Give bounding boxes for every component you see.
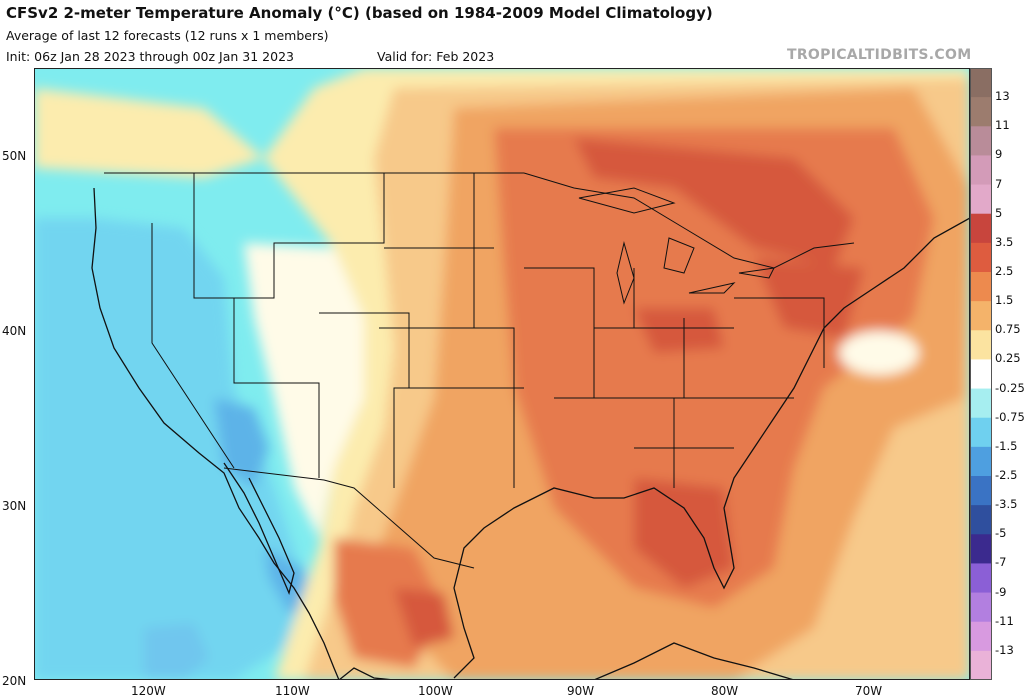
- map-title: CFSv2 2-meter Temperature Anomaly (°C) (…: [6, 4, 713, 22]
- lon-label-120w: 120W: [131, 684, 166, 698]
- colorbar-label: -3.5: [995, 497, 1018, 512]
- colorbar-cell: [970, 213, 992, 244]
- colorbar-cells: [970, 68, 992, 680]
- border-us-canada-east: [523, 172, 855, 269]
- lake-huron: [663, 237, 695, 274]
- colorbar-cell: [970, 126, 992, 156]
- init-text: Init: 06z Jan 28 2023 through 00z Jan 31…: [6, 49, 294, 64]
- colorbar-label: -1.5: [995, 438, 1018, 453]
- colorbar-label: 5: [995, 205, 1003, 220]
- colorbar-cell: [970, 272, 992, 302]
- anomaly-fields: [34, 68, 970, 680]
- colorbar-label: 11: [995, 118, 1010, 133]
- political-borders: [104, 172, 855, 569]
- colorbar-label: 3.5: [995, 234, 1014, 249]
- colorbar-cell: [970, 68, 992, 98]
- brand-watermark: TROPICALTIDBITS.COM: [787, 47, 972, 63]
- colorbar-label: 0.75: [995, 322, 1021, 337]
- border-plains-horizontal: [379, 247, 524, 389]
- neutral-band: [244, 243, 364, 538]
- map-frame: [34, 68, 970, 680]
- colorbar-label: 1.5: [995, 293, 1014, 308]
- colorbar-label: -5: [995, 526, 1007, 541]
- border-california-nevada: [151, 223, 235, 469]
- border-eastern-states: [634, 297, 825, 449]
- colorbar-label: -7: [995, 555, 1007, 570]
- border-us-mexico: [223, 467, 475, 569]
- colorbar-cell: [970, 505, 992, 535]
- coastline-gulf-of-california: [223, 462, 295, 596]
- coastline-caribbean: [593, 642, 795, 680]
- coastline-pacific: [91, 187, 340, 680]
- deep-warm-core-mexico: [394, 588, 454, 648]
- anomaly-map-svg: [34, 68, 970, 680]
- colorbar-cell: [970, 388, 992, 419]
- colorbar-cell: [970, 446, 992, 477]
- lake-erie: [688, 282, 736, 294]
- colorbar-cell: [970, 330, 992, 360]
- lat-label-20n: 20N: [2, 674, 27, 688]
- lake-superior: [578, 187, 676, 214]
- colorbar-label: 7: [995, 176, 1003, 191]
- border-utah-arizona: [233, 298, 320, 478]
- deep-warm-core-ohio: [634, 308, 724, 353]
- valid-text: Valid for: Feb 2023: [377, 49, 495, 64]
- pale-warm-northwest: [34, 88, 264, 178]
- colorbar-label: -0.25: [995, 380, 1024, 395]
- colorbar-cell: [970, 476, 992, 506]
- colorbar-cell: [970, 650, 992, 680]
- border-northwest-states: [193, 173, 385, 299]
- neutral-spot-atlantic: [839, 331, 919, 375]
- colorbar: [970, 68, 992, 680]
- colorbar-cell: [970, 97, 992, 127]
- lake-michigan: [616, 241, 635, 305]
- colorbar-label: 13: [995, 89, 1010, 104]
- colorbar-cell: [970, 417, 992, 448]
- colorbar-cell: [970, 242, 992, 273]
- lake-ontario: [738, 267, 775, 279]
- colorbar-label: 0.25: [995, 351, 1021, 366]
- lon-label-70w: 70W: [855, 684, 883, 698]
- lon-label-100w: 100W: [418, 684, 453, 698]
- great-lakes: [578, 187, 775, 305]
- colorbar-cell: [970, 621, 992, 652]
- colorbar-label: 2.5: [995, 264, 1014, 278]
- lat-label-50n: 50N: [2, 149, 27, 163]
- colorbar-cell: [970, 301, 992, 331]
- colorbar-cell: [970, 184, 992, 215]
- colorbar-cell: [970, 563, 992, 594]
- colorbar-label: -11: [995, 613, 1014, 628]
- map-subtitle: Average of last 12 forecasts (12 runs x …: [6, 28, 329, 43]
- colorbar-cell: [970, 155, 992, 186]
- colorbar-label: -2.5: [995, 468, 1018, 482]
- lon-label-110w: 110W: [275, 684, 310, 698]
- lon-label-80w: 80W: [711, 684, 739, 698]
- colorbar-frame: [970, 68, 992, 680]
- deep-warm-core-great-lakes: [574, 138, 854, 268]
- colorbar-cell: [970, 359, 992, 390]
- cool-west-zone: [34, 218, 314, 680]
- anomaly-map: [34, 68, 970, 680]
- cool-deep-great-basin: [214, 398, 269, 488]
- lon-label-90w: 90W: [567, 684, 595, 698]
- lat-label-30n: 30N: [2, 499, 27, 513]
- colorbar-label: -9: [995, 584, 1007, 599]
- colorbar-label: -13: [995, 642, 1014, 657]
- colorbar-label: -0.75: [995, 409, 1024, 424]
- colorbar-label: 9: [995, 147, 1003, 162]
- colorbar-cell: [970, 592, 992, 623]
- cool-deep-pacific: [144, 623, 209, 680]
- deep-warm-core-southeast: [634, 478, 734, 588]
- lat-label-40n: 40N: [2, 324, 27, 338]
- colorbar-cell: [970, 534, 992, 564]
